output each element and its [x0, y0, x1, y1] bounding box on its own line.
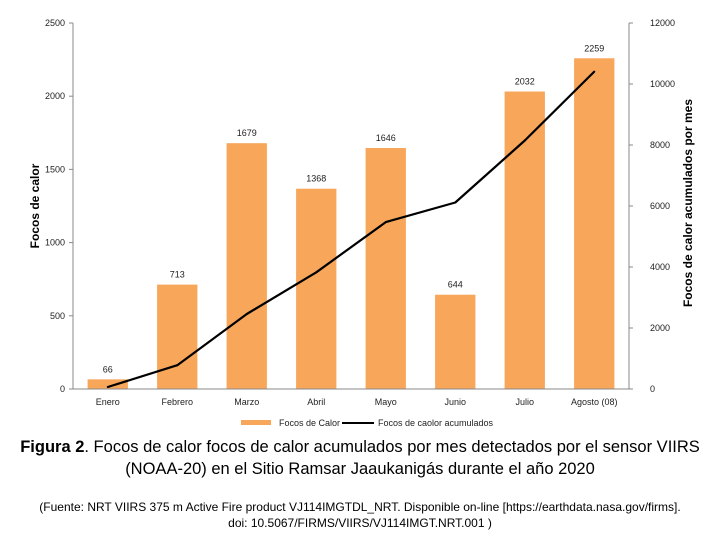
- right-tick-label: 10000: [650, 79, 675, 89]
- caption-label: Figura 2: [20, 438, 85, 456]
- data-label: 713: [170, 270, 185, 280]
- data-label: 2259: [584, 43, 604, 53]
- bar: [87, 379, 128, 389]
- y-axis-title: Focos de calor: [28, 163, 42, 248]
- line-point: [315, 271, 318, 274]
- legend-swatch-bar: [241, 420, 271, 425]
- bar: [365, 148, 406, 389]
- data-label: 1368: [306, 174, 326, 184]
- line-point: [384, 221, 387, 224]
- bar: [157, 284, 198, 389]
- right-tick-label: 2000: [650, 323, 670, 333]
- left-tick-label: 1500: [45, 164, 65, 174]
- data-label: 1679: [237, 128, 257, 138]
- x-tick-label: Abril: [307, 397, 325, 407]
- data-label: 2032: [515, 77, 535, 87]
- x-tick-label: Junio: [444, 397, 466, 407]
- x-tick-label: Marzo: [234, 397, 259, 407]
- line-point: [593, 70, 596, 73]
- right-tick-label: 8000: [650, 140, 670, 150]
- bar: [435, 294, 476, 389]
- left-tick-label: 2500: [45, 18, 65, 28]
- combo-chart: 0 500 1000 1500 2000 2500 0 2000 4000 6000 8000 10…: [28, 18, 695, 428]
- bar: [574, 58, 615, 389]
- x-tick-label: Julio: [515, 397, 534, 407]
- x-tick-label: Mayo: [375, 397, 397, 407]
- right-tick-label: 12000: [650, 18, 675, 28]
- data-label: 644: [448, 280, 463, 290]
- y2-axis-title: Focos de calor acumulados por mes: [681, 99, 695, 307]
- left-tick-label: 1000: [45, 238, 65, 248]
- figure-caption: Figura 2. Focos de calor focos de calor …: [20, 436, 700, 480]
- bar: [504, 91, 545, 389]
- x-axis: Enero Febrero Marzo Abril Mayo Junio Julio Agos…: [73, 388, 629, 407]
- legend: Focos de Calor Focos de caolor acumulado…: [241, 418, 494, 428]
- left-y-axis: 0 500 1000 1500 2000 2500: [45, 18, 74, 394]
- left-tick-label: 0: [60, 384, 65, 394]
- legend-label-line: Focos de caolor acumulados: [378, 418, 494, 428]
- line-point: [106, 385, 109, 388]
- caption-text: . Focos de calor focos de calor acumulad…: [84, 438, 700, 478]
- right-tick-label: 0: [650, 384, 655, 394]
- x-tick-label: Agosto (08): [571, 397, 618, 407]
- bar-series: 66 713 1679 1368 1646 644 2032 2259: [87, 43, 615, 389]
- source-note: (Fuente: NRT VIIRS 375 m Active Fire pro…: [10, 499, 710, 531]
- x-tick-label: Enero: [96, 397, 120, 407]
- source-line-1: (Fuente: NRT VIIRS 375 m Active Fire pro…: [39, 500, 681, 514]
- bar: [296, 188, 337, 389]
- right-tick-label: 6000: [650, 201, 670, 211]
- line-point: [523, 139, 526, 142]
- line-series: [106, 70, 596, 389]
- line-point: [454, 201, 457, 204]
- right-tick-label: 4000: [650, 262, 670, 272]
- line-point: [176, 364, 179, 367]
- data-label: 1646: [376, 133, 396, 143]
- line-point: [245, 313, 248, 316]
- legend-label-bar: Focos de Calor: [279, 418, 340, 428]
- left-tick-label: 500: [50, 311, 65, 321]
- source-line-2: doi: 10.5067/FIRMS/VIIRS/VJ114IMGT.NRT.0…: [228, 516, 492, 530]
- cumulative-line: [107, 70, 596, 389]
- left-tick-label: 2000: [45, 91, 65, 101]
- x-tick-label: Febrero: [161, 397, 193, 407]
- right-y-axis: 0 2000 4000 6000 8000 10000 12000: [628, 18, 675, 394]
- bar: [226, 143, 267, 389]
- data-label: 66: [103, 364, 113, 374]
